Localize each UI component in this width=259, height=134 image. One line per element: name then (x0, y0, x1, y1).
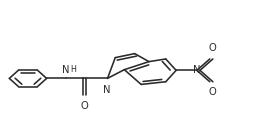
Text: O: O (208, 87, 216, 97)
Text: N: N (193, 65, 200, 75)
Text: O: O (208, 43, 216, 53)
Text: N: N (62, 65, 70, 75)
Text: N: N (103, 85, 111, 95)
Text: O: O (81, 101, 88, 111)
Text: H: H (70, 65, 76, 74)
